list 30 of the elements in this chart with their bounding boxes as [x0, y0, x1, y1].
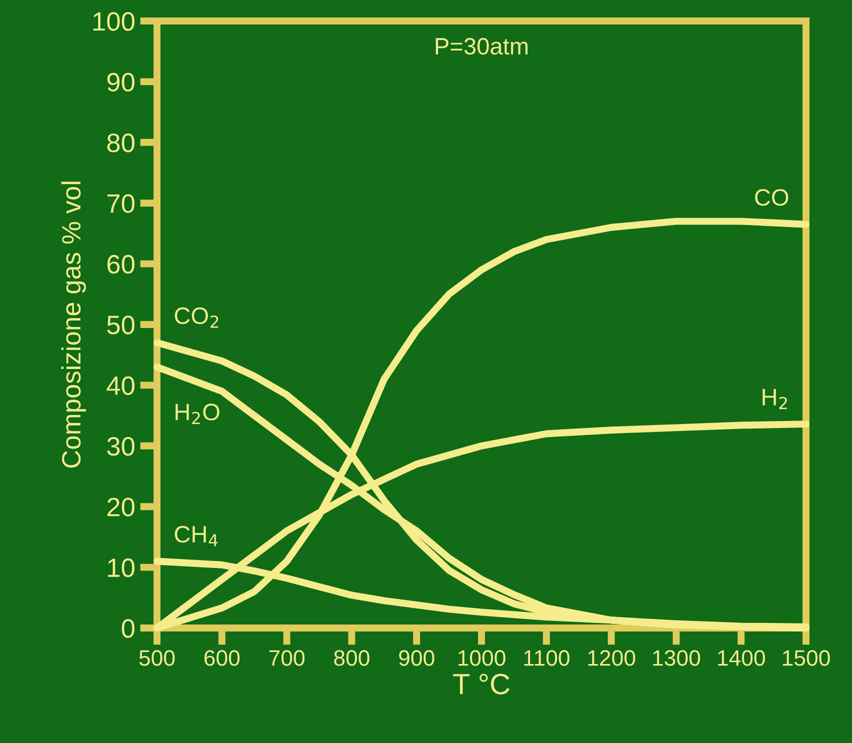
- series-label: H$_{2}$O: [176, 404, 220, 424]
- series-label: CO: [755, 189, 788, 206]
- y-tick-label: 80: [107, 134, 134, 152]
- y-tick-label: 10: [108, 558, 134, 578]
- y-tick-label: 70: [107, 194, 134, 213]
- x-tick-label: 900: [399, 650, 434, 666]
- y-tick-label: 30: [107, 437, 134, 456]
- annotation: P=30atm: [436, 38, 528, 55]
- x-tick-label: 1500: [782, 650, 830, 666]
- x-tick-label: 1400: [718, 650, 765, 666]
- y-tick-label: 60: [107, 254, 134, 274]
- x-tick-label: 1200: [588, 650, 636, 666]
- y-axis-title: Composizione gas % vol: [61, 182, 86, 468]
- y-tick-label: 50: [107, 316, 134, 334]
- x-tick-label: 1000: [458, 650, 506, 666]
- x-tick-label: 600: [204, 650, 240, 666]
- x-tick-label: 700: [269, 650, 304, 666]
- y-tick-label: 20: [107, 498, 134, 516]
- x-tick-label: 1100: [524, 650, 570, 666]
- y-tick-label: 0: [122, 619, 134, 638]
- x-tick-label: 1300: [653, 650, 700, 666]
- y-tick-label: 90: [107, 72, 134, 92]
- series-label: CO$_{2}$: [174, 307, 218, 328]
- series-label: H$_{2}$: [762, 388, 787, 410]
- x-tick-label: 500: [139, 650, 175, 666]
- y-tick-label: 40: [106, 376, 134, 396]
- x-tick-label: 800: [334, 650, 370, 666]
- series-label: CH$_{4}$: [174, 526, 218, 546]
- y-tick-label: 100: [93, 12, 134, 31]
- x-axis-title: T °C: [453, 674, 510, 694]
